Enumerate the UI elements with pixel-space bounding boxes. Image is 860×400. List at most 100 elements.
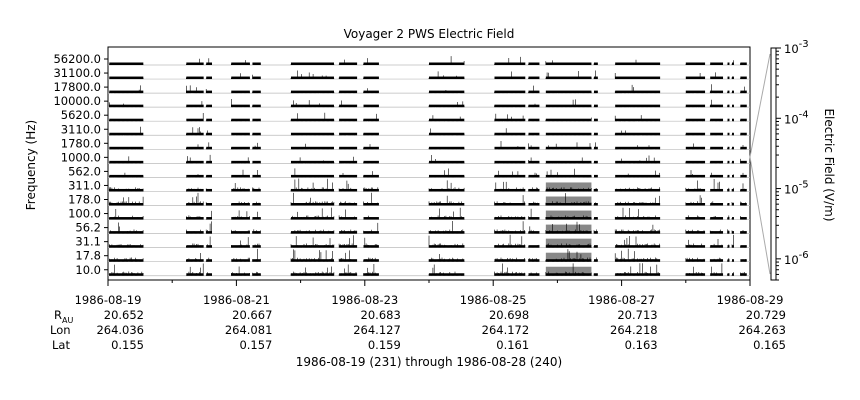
channel-spikes [528,172,540,178]
channel-spikes [428,128,465,136]
channel-spikes [186,144,204,150]
channel-spikes [187,113,204,122]
channel-trace [732,132,734,136]
channel-spikes [231,147,250,150]
channel-trace [732,90,734,94]
channel-spikes [110,77,144,80]
channel-spikes [231,98,250,108]
channel-trace [727,90,730,94]
channel-spikes [428,254,465,262]
channel-trace [429,132,465,136]
channel-spikes [186,187,204,192]
channel-spikes [231,91,250,94]
channel-spikes [727,203,730,206]
channel-spikes [428,221,465,234]
channel-spikes [252,170,261,178]
channel-trace [186,273,204,276]
channel-spikes [363,192,379,206]
channel-row [108,112,750,122]
channel-spikes [494,181,525,192]
channel-spikes [109,243,144,248]
channel-spikes [740,105,746,108]
channel-spikes [709,99,723,108]
channel-trace [740,160,747,164]
channel-spikes [593,70,597,80]
enhanced-emission [545,224,592,234]
plot-area [107,46,751,281]
channel-spikes [709,172,723,178]
channel-trace [206,76,213,80]
channel-trace [732,231,734,234]
channel-trace [290,118,334,122]
channel-spikes [740,119,746,122]
channel-trace [109,76,144,80]
channel-spikes [731,148,734,150]
channel-spikes [545,187,592,192]
channel-spikes [363,58,379,65]
channel-trace [545,76,592,80]
channel-spikes [428,195,465,206]
channel-spikes [685,133,705,136]
ephem-value: 264.036 [96,323,144,337]
ephem-value: 20.713 [617,308,657,322]
channel-spikes [593,106,597,108]
channel-trace [615,118,661,122]
channel-trace [593,104,598,108]
channel-trace [545,118,592,122]
channel-spikes [528,119,540,122]
channel-trace [109,174,144,178]
channel-spikes [290,63,335,65]
channel-trace [545,259,592,262]
channel-trace [615,259,661,262]
channel-spikes [545,215,592,220]
channel-trace [339,174,358,178]
colorbar: 10-3 10-4 10-5 10-6 [749,39,809,281]
channel-trace [710,146,724,150]
channel-spikes [731,272,734,276]
channel-trace [494,90,526,94]
channel-trace [186,188,204,192]
channel-row [108,168,750,178]
channel-trace [593,231,598,234]
channel-spikes [740,86,746,94]
channel-spikes [231,133,250,136]
channel-trace [740,118,747,122]
channel-trace [252,160,261,164]
channel-spikes [186,215,204,220]
channel-spikes [338,235,357,248]
channel-trace [231,174,250,178]
channel-trace [545,146,592,150]
channel-trace [727,62,730,65]
channel-trace [206,90,213,94]
channel-spikes [338,229,357,234]
channel-trace [429,217,465,220]
ephem-value: 20.652 [104,308,144,322]
channel-spikes [363,88,379,94]
channel-spikes [338,133,357,136]
channel-trace [710,118,724,122]
channel-trace [528,62,540,65]
channel-trace [727,203,730,206]
channel-trace [593,90,598,94]
channel-trace [290,174,334,178]
channel-spikes [593,229,597,234]
channel-trace [231,132,250,136]
channel-spikes [709,216,723,220]
channel-spikes [252,201,261,206]
channel-trace [339,132,358,136]
channel-row [108,221,750,234]
channel-trace [429,231,465,234]
channel-spikes [205,210,212,220]
channel-trace [290,132,334,136]
channel-spikes [593,245,597,248]
channel-trace [685,62,706,65]
y-tick-label: 562.0 [68,164,101,178]
ephem-value: 0.165 [753,338,786,352]
channel-spikes [709,84,723,94]
channel-spikes [109,156,144,164]
channel-trace [615,217,661,220]
channel-spikes [205,130,212,136]
channel-spikes [685,143,705,150]
x-tick-label: 1986-08-21 [203,293,270,307]
channel-spikes [593,257,597,262]
